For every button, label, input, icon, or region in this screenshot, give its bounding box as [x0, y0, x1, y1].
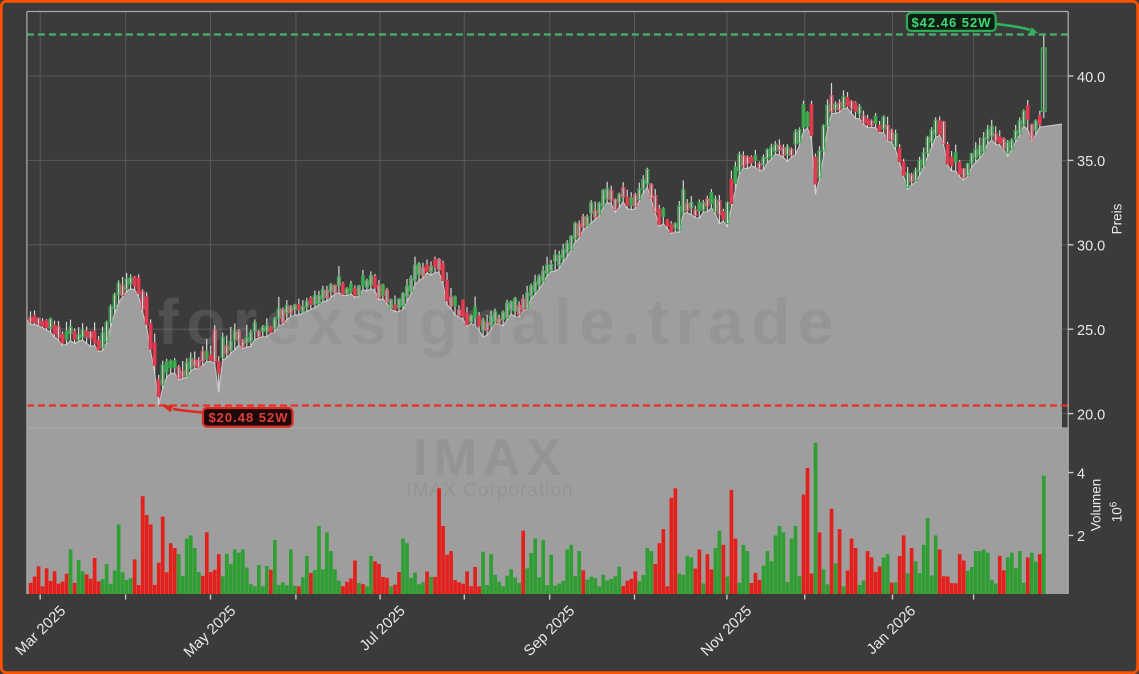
svg-text:25.0: 25.0 [1077, 323, 1105, 339]
svg-text:$20.48 52W: $20.48 52W [208, 410, 288, 425]
svg-text:IMAX Corporation: IMAX Corporation [406, 480, 573, 501]
svg-text:2: 2 [1077, 529, 1085, 545]
svg-text:30.0: 30.0 [1077, 239, 1105, 255]
svg-text:Volumen: Volumen [1089, 479, 1104, 532]
svg-text:4: 4 [1077, 466, 1085, 482]
svg-text:Preis: Preis [1110, 203, 1125, 234]
svg-text:$42.46 52W: $42.46 52W [911, 15, 991, 30]
svg-text:20.0: 20.0 [1077, 407, 1105, 423]
svg-text:35.0: 35.0 [1077, 154, 1105, 170]
svg-text:IMAX: IMAX [413, 429, 567, 487]
svg-text:40.0: 40.0 [1077, 70, 1105, 86]
